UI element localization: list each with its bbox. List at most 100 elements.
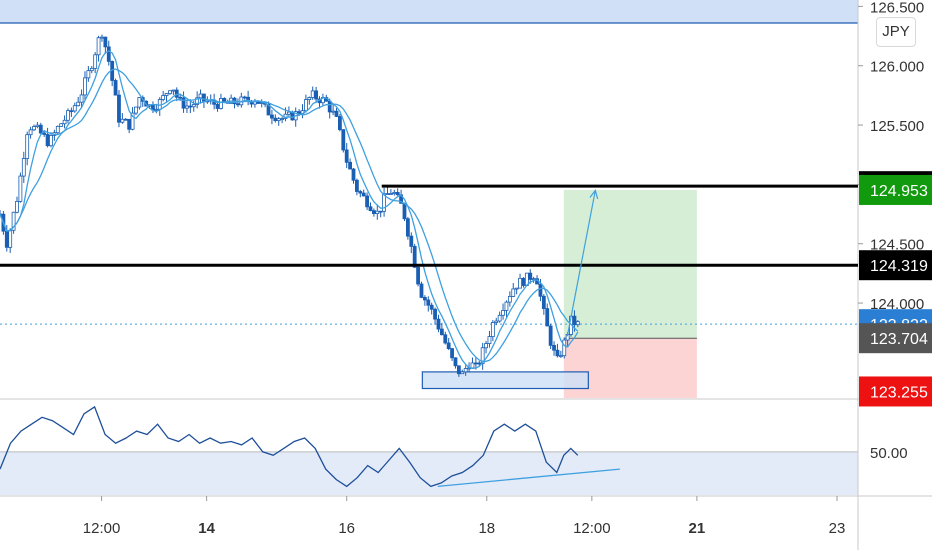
support-box[interactable] [421,371,589,390]
candle-body [106,46,111,62]
y-axis-tick-label: 124.000 [870,296,924,313]
candle-body [511,288,516,297]
price-label-box [859,250,932,281]
candle-body [103,36,108,48]
candle-body [341,129,346,151]
candle-body [494,320,499,323]
candle-body [327,100,332,113]
candle-body [8,229,13,248]
candle-body [480,347,485,365]
y-axis-tick-label: 126.500 [870,0,924,16]
x-axis-label: 14 [198,520,215,537]
candle-body [395,192,400,196]
price-label-box [859,376,932,407]
x-axis-label: 21 [689,520,706,537]
candle-body [429,304,434,310]
candle-body [178,96,183,99]
candle-body [575,321,580,326]
price-label: 124.953 [870,183,928,200]
supply-zone [0,0,858,23]
candle-body [130,112,135,130]
candle-body [460,371,465,375]
candle-body [371,210,376,214]
candle-body [331,110,336,113]
candle-body [168,90,172,94]
candle-body [501,310,505,316]
candle-body [473,362,478,365]
candle-body [354,179,359,192]
candle-body [72,105,77,112]
candle-body [79,94,84,103]
candle-body [120,118,125,123]
candle-body [310,90,315,98]
candle-body [83,77,87,96]
candle-body [174,89,179,98]
candle-body [365,195,369,208]
candle-body [484,343,488,349]
candle-body [117,94,121,123]
candle-body [334,110,339,117]
candle-body [541,295,546,309]
candle-body [202,93,206,102]
candle-body [123,118,128,121]
candle-body [219,98,223,109]
currency-button[interactable]: JPY [876,17,916,47]
projection-arrow-head [589,188,599,200]
candle-body [45,134,50,147]
candle-body [436,318,441,330]
candle-body [307,97,312,101]
candle-body [514,287,519,290]
candle-body [463,368,468,373]
candle-body [25,134,30,159]
candle-body [453,357,458,367]
candle-body [419,283,424,298]
candle-body [531,278,536,281]
candle-body [555,349,560,357]
candle-body [18,175,23,202]
x-axis-label: 12:00 [83,520,121,537]
candle-body [548,325,553,346]
candle-body [188,105,193,108]
candle-body [137,97,142,108]
candle-body [42,132,47,135]
candle-body [470,362,475,369]
candle-body [504,301,509,311]
candle-body [270,114,274,119]
x-axis-label: 16 [338,520,355,537]
candle-body [100,36,104,39]
candle-body [487,336,492,344]
candle-body [28,129,33,136]
candle-body [388,193,393,195]
candle-body [382,193,386,212]
candle-body [338,116,342,131]
candle-body [558,355,563,358]
candle-body [127,118,132,130]
candle-body [351,168,356,181]
moving-average-line [0,68,579,362]
y-axis-tick-label: 124.500 [870,237,924,254]
candle-body [562,339,567,357]
candle-body [15,201,19,213]
candle-body [368,206,373,212]
candle-body [348,161,353,170]
candle-body [477,362,482,365]
candle-body [405,218,410,237]
candle-body [287,111,291,115]
candle-body [552,345,556,351]
price-label: 124.319 [870,258,928,275]
price-label: 123.255 [870,384,928,401]
candle-body [280,118,285,120]
candle-body [304,99,308,112]
candle-body [4,230,9,248]
candle-body [426,299,431,306]
projection-arrow[interactable] [566,190,596,337]
candle-body [528,272,533,280]
candle-body [11,211,16,231]
x-axis-label: 12:00 [573,520,611,537]
rsi-trendline[interactable] [437,468,620,488]
candle-body [198,93,203,99]
candle-body [361,192,366,197]
candle-body [412,246,417,268]
